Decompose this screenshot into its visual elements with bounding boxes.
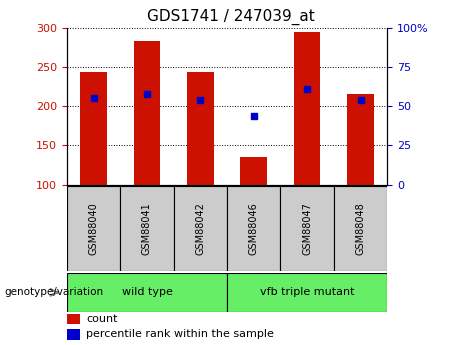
Bar	[67, 329, 80, 340]
Text: GSM88042: GSM88042	[195, 202, 205, 255]
Bar	[80, 72, 107, 185]
Text: GSM88046: GSM88046	[249, 202, 259, 255]
FancyBboxPatch shape	[227, 186, 280, 271]
Bar	[294, 31, 320, 185]
Text: GSM88041: GSM88041	[142, 202, 152, 255]
FancyBboxPatch shape	[280, 186, 334, 271]
Text: count: count	[86, 314, 118, 324]
Bar	[134, 41, 160, 185]
Text: vfb triple mutant: vfb triple mutant	[260, 287, 355, 297]
Text: GSM88048: GSM88048	[355, 202, 366, 255]
Bar	[187, 72, 214, 185]
FancyBboxPatch shape	[174, 186, 227, 271]
FancyBboxPatch shape	[67, 186, 120, 271]
FancyBboxPatch shape	[67, 273, 227, 312]
Text: GSM88047: GSM88047	[302, 202, 312, 255]
Bar	[347, 94, 374, 185]
FancyBboxPatch shape	[334, 186, 387, 271]
Text: genotype/variation: genotype/variation	[5, 287, 104, 297]
Text: GSM88040: GSM88040	[89, 202, 99, 255]
FancyBboxPatch shape	[120, 186, 174, 271]
Bar	[240, 157, 267, 185]
Text: GDS1741 / 247039_at: GDS1741 / 247039_at	[147, 9, 314, 25]
Text: percentile rank within the sample: percentile rank within the sample	[86, 329, 274, 339]
FancyBboxPatch shape	[227, 273, 387, 312]
Text: wild type: wild type	[122, 287, 172, 297]
Bar	[67, 314, 80, 324]
